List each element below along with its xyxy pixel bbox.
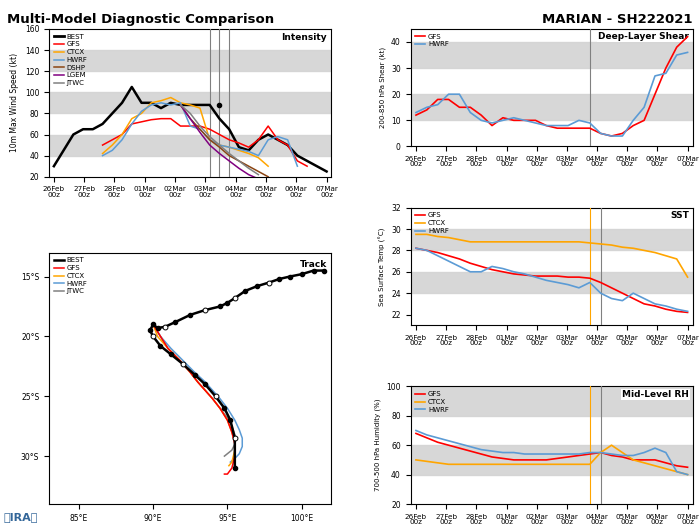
Bar xyxy=(49,92,332,113)
Legend: GFS, CTCX, HWRF: GFS, CTCX, HWRF xyxy=(414,390,450,414)
Text: Track: Track xyxy=(300,260,327,269)
Legend: GFS, CTCX, HWRF: GFS, CTCX, HWRF xyxy=(414,211,450,235)
Text: MARIAN - SH222021: MARIAN - SH222021 xyxy=(542,13,693,26)
Y-axis label: 200-850 hPa Shear (kt): 200-850 hPa Shear (kt) xyxy=(379,47,386,128)
Y-axis label: 10m Max Wind Speed (kt): 10m Max Wind Speed (kt) xyxy=(10,53,19,152)
Y-axis label: 700-500 hPa Humidity (%): 700-500 hPa Humidity (%) xyxy=(374,399,381,491)
Text: Intensity: Intensity xyxy=(281,33,327,43)
Text: Deep-Layer Shear: Deep-Layer Shear xyxy=(598,33,689,41)
Bar xyxy=(410,445,693,475)
Bar xyxy=(410,272,693,293)
Text: ⒸIRA⛵: ⒸIRA⛵ xyxy=(4,512,38,522)
Bar xyxy=(410,42,693,68)
Legend: BEST, GFS, CTCX, HWRF, DSHP, LGEM, JTWC: BEST, GFS, CTCX, HWRF, DSHP, LGEM, JTWC xyxy=(52,33,89,88)
Text: Multi-Model Diagnostic Comparison: Multi-Model Diagnostic Comparison xyxy=(7,13,274,26)
Legend: GFS, HWRF: GFS, HWRF xyxy=(414,33,450,49)
Bar xyxy=(410,229,693,250)
Bar xyxy=(49,134,332,155)
Bar xyxy=(49,50,332,71)
Text: Mid-Level RH: Mid-Level RH xyxy=(622,390,689,399)
Y-axis label: Sea Surface Temp (°C): Sea Surface Temp (°C) xyxy=(378,227,386,306)
Legend: BEST, GFS, CTCX, HWRF, JTWC: BEST, GFS, CTCX, HWRF, JTWC xyxy=(52,256,89,296)
Bar xyxy=(410,94,693,120)
Bar xyxy=(410,386,693,416)
Text: SST: SST xyxy=(670,211,689,220)
